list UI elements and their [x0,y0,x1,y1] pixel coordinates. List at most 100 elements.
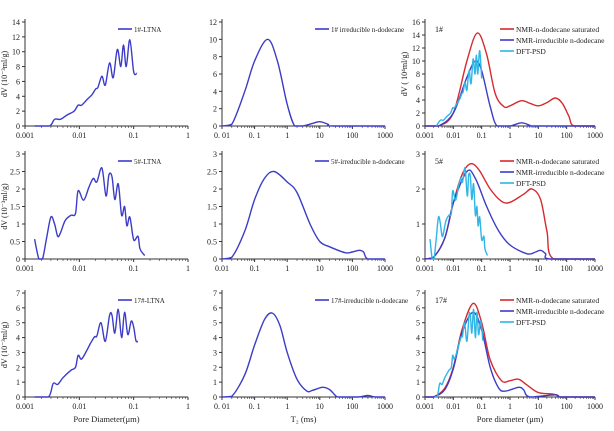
y-tick-label: 8 [213,53,217,62]
chart-panel-5: 0 0.5 1 1.5 2 2.5 3 0.01 0.1 1 10 100 1000 5#-irreduc… [207,150,405,273]
y-tick-label: 4 [213,334,217,343]
y-tick-label: 0 [213,122,217,131]
chart-panel-3: 0 2 4 6 8 10 12 14 16 0.001 0.01 0.1 1 10 100 1000 dV ( … [400,18,605,140]
x-tick-label: 0.1 [477,264,487,273]
sample-tag: 5# [435,157,443,166]
y-axis-label: dV (10⁻³ml/g) [0,322,9,369]
y-tick-label: 0 [16,122,20,131]
y-tick-label: 4 [16,334,20,343]
legend-label: DFT-PSD [516,179,546,188]
y-tick-label: 3 [416,348,420,357]
legend-label: NMR-n-dodecane saturated [516,296,599,305]
y-tick-label: 14 [12,18,20,27]
y-tick-label: 2 [213,185,217,194]
y-tick-label: 4 [416,334,420,343]
y-axis-label: dV ( 10⁴ml/g) [400,51,409,96]
x-tick-label: 100 [346,131,358,140]
series-line-5-ltna [33,167,146,260]
chart-panel-4: 0 0.5 1 1.5 2 2.5 3 0.001 0.01 0.1 1 dV (10⁻³ml/g) 5… [0,150,190,273]
x-tick-label: 1000 [377,264,393,273]
x-tick-label: 0.001 [16,131,34,140]
series-line-nmr-irreducible-n-dodecane [424,169,595,260]
series-line-17-irreducible-n-dodecane [221,312,385,398]
y-tick-label: 5 [416,319,420,328]
y-tick-label: 3 [213,348,217,357]
y-tick-label: 3 [16,348,20,357]
x-tick-label: 0.1 [250,264,260,273]
x-tick-label: 1000 [587,402,603,411]
x-tick-label: 1000 [587,131,603,140]
y-tick-label: 2 [213,105,217,114]
y-tick-label: 2 [16,107,20,116]
y-tick-label: 10 [412,57,420,66]
y-tick-label: 12 [12,33,20,42]
y-tick-label: 0 [416,393,420,402]
y-tick-label: 6 [213,70,217,79]
x-axis-label: T₂ (ms) [291,414,317,424]
x-tick-label: 10 [316,131,324,140]
y-tick-label: 0 [213,393,217,402]
y-tick-label: 0.5 [207,238,217,247]
x-tick-label: 0.001 [416,264,434,273]
y-tick-label: 2 [16,185,20,194]
x-tick-label: 1 [508,131,512,140]
y-tick-label: 3 [16,150,20,159]
y-tick-label: 2 [416,109,420,118]
chart-panel-8: 0 1 2 3 4 5 6 7 0. 01 0. 1 1 10 100 1000 T₂ (ms) 17#-ir… [213,289,408,424]
y-axis-label: dV (10⁻³ml/g) [0,51,9,98]
y-tick-label: 2 [213,363,217,372]
series-line-dft-psd [435,49,483,127]
legend-label: 5#-LTNA [134,158,161,166]
chart-panel-6: 0 1 2 3 0.001 0.01 0.1 1 10 100 1000 5# NMR-n-dodeca… [416,150,605,273]
x-tick-label: 1 [285,131,289,140]
x-tick-label: 100 [561,264,573,273]
y-tick-label: 0.5 [10,238,20,247]
y-tick-label: 6 [416,304,420,313]
y-tick-label: 7 [16,289,20,298]
x-tick-label: 100 [561,131,573,140]
y-tick-label: 14 [412,31,420,40]
chart-panel-7: 0 1 2 3 4 5 6 7 0.001 0.01 0.1 1 dV (10⁻³ml/g) Pore D… [0,289,190,424]
legend-label: 17#-irreducible n-dodecane [331,297,408,305]
y-tick-label: 0 [416,255,420,264]
x-tick-label: 0.01 [72,131,86,140]
y-tick-label: 2 [16,363,20,372]
y-tick-label: 7 [416,289,420,298]
legend-label: NMR-n-dodecane saturated [516,157,599,166]
y-tick-label: 5 [16,319,20,328]
x-tick-label: 10 [534,402,542,411]
y-tick-label: 12 [209,18,217,27]
x-tick-label: 0.1 [129,402,139,411]
y-tick-label: 0 [416,122,420,131]
x-tick-label: 0.001 [16,402,34,411]
y-tick-label: 3 [213,150,217,159]
chart-panel-1: 0 2 4 6 8 10 12 14 0.001 0.01 0.1 1 dV (10⁻³ml/g) 1#-… [0,18,190,140]
x-axis-label: Pore diameter (μm) [477,414,544,424]
y-tick-label: 12 [412,44,420,53]
y-axis-label: dV (10⁻³ml/g) [0,183,9,230]
series-line-dft-psd [429,167,489,260]
x-tick-label: 0.001 [416,131,434,140]
y-tick-label: 4 [213,87,217,96]
y-tick-label: 6 [416,83,420,92]
x-tick-label: 10 [534,131,542,140]
y-tick-label: 1 [416,378,420,387]
legend-label: NMR-irreducible n-dodecane [516,168,605,177]
x-tick-label: 1 [508,264,512,273]
series-line-nmr-irreducible-n-dodecane [425,60,595,127]
x-axis-label: Pore Diameter(μm) [73,414,139,424]
y-tick-label: 2 [416,185,420,194]
sample-tag: 17# [435,296,447,305]
legend-label: 1# irreducible n-dodecane [331,26,404,34]
y-tick-label: 1 [213,220,217,229]
y-tick-label: 1.5 [10,203,20,212]
x-tick-label: 0.01 [72,402,86,411]
x-tick-label: 0.01 [72,264,86,273]
chart-panel-9: 0 1 2 3 4 5 6 7 0.001 0.01 0.1 1 10 100 1000 Pore diame… [416,289,605,424]
x-tick-label: 0. 01 [214,402,230,411]
x-tick-label: 0.1 [129,264,139,273]
series-line-nmr-n-dodecane-saturated [425,302,595,398]
x-tick-label: 0.1 [129,131,139,140]
y-tick-label: 8 [416,70,420,79]
